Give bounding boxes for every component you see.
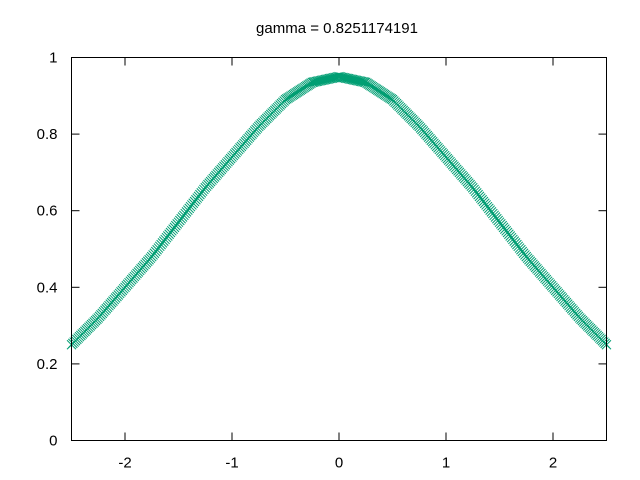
x-tick-label: 0: [335, 455, 343, 472]
x-tick-label: -2: [118, 455, 131, 472]
y-axis-ticks: 0 0.2 0.4 0.6 0.8 1: [37, 50, 607, 450]
y-tick-label: 1: [49, 50, 57, 67]
plot-frame: [71, 57, 607, 441]
x-tick-label: 1: [442, 455, 450, 472]
series-layer: [66, 71, 612, 350]
y-tick-label: 0.8: [37, 126, 58, 143]
x-axis-ticks: -2 -1 0 1 2: [118, 57, 557, 472]
x-tick-label: -1: [225, 455, 238, 472]
x-tick-label: 2: [549, 455, 557, 472]
y-tick-label: 0.2: [37, 356, 58, 373]
chart-title: gamma = 0.8251174191: [256, 20, 418, 37]
y-tick-label: 0: [49, 433, 57, 450]
series-0: [66, 71, 612, 350]
y-tick-label: 0.4: [37, 279, 58, 296]
y-tick-label: 0.6: [37, 203, 58, 220]
data-point: [356, 76, 367, 87]
